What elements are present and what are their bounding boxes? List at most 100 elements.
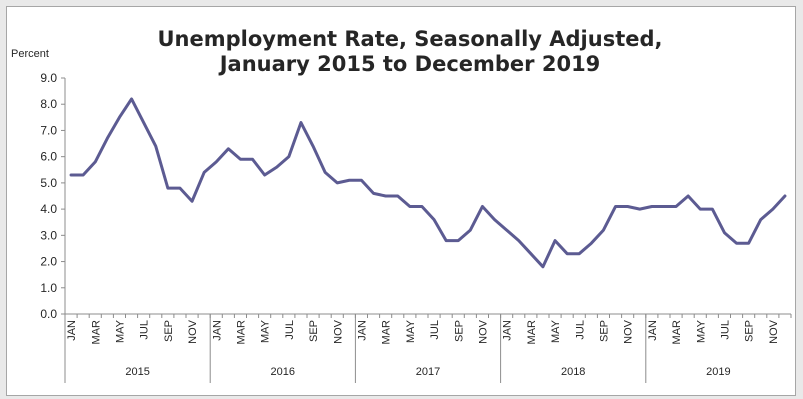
data-point (336, 182, 338, 184)
data-point (215, 161, 217, 163)
y-tick-label: 5.0 (40, 176, 57, 190)
data-point (445, 239, 447, 241)
data-point (118, 116, 120, 118)
chart-title-line-2: January 2015 to December 2019 (218, 52, 601, 76)
data-point (276, 166, 278, 168)
data-point (372, 192, 374, 194)
data-point (227, 148, 229, 150)
data-point (94, 161, 96, 163)
data-point (735, 242, 737, 244)
x-tick-label: MAR (381, 320, 393, 345)
x-tick-label: NOV (768, 319, 780, 344)
x-tick-label: MAY (260, 319, 272, 343)
data-point (433, 218, 435, 220)
axes (61, 77, 792, 383)
x-tick-label: MAY (695, 319, 707, 343)
unemployment-rate-line (69, 97, 787, 269)
x-tick-label: JUL (139, 320, 151, 340)
data-point (711, 208, 713, 210)
data-point (251, 158, 253, 160)
y-tick-label: 4.0 (40, 202, 57, 216)
x-tick-label: JUL (574, 320, 586, 340)
x-tick-label: NOV (332, 319, 344, 344)
data-point (602, 229, 604, 231)
data-point (142, 121, 144, 123)
data-point (384, 195, 386, 197)
y-tick-label: 3.0 (40, 228, 57, 242)
x-tick-label: MAR (671, 320, 683, 345)
x-tick-label: MAY (550, 319, 562, 343)
year-label: 2017 (416, 366, 440, 378)
data-point (518, 239, 520, 241)
data-point (699, 208, 701, 210)
x-tick-label: JUL (429, 320, 441, 340)
x-tick-label: JAN (356, 320, 368, 341)
tick-labels: 0.0 1.0 2.0 3.0 4.0 5.0 6.0 7.0 8.0 9.0 JAN MAR MAY J… (40, 71, 780, 378)
data-point (155, 145, 157, 147)
year-label: 2019 (706, 366, 730, 378)
data-point (348, 179, 350, 181)
data-point (723, 232, 725, 234)
x-tick-label: SEP (453, 320, 465, 342)
data-point (481, 205, 483, 207)
data-point (421, 205, 423, 207)
data-point (747, 242, 749, 244)
year-label: 2018 (561, 366, 585, 378)
x-tick-label: MAR (90, 320, 102, 345)
data-point (167, 187, 169, 189)
data-point (179, 187, 181, 189)
data-point (760, 218, 762, 220)
x-tick-label: MAR (526, 320, 538, 345)
data-point (82, 174, 84, 176)
data-point (626, 205, 628, 207)
data-point (239, 158, 241, 160)
data-point (70, 174, 72, 176)
data-point (288, 155, 290, 157)
data-point (542, 266, 544, 268)
data-point (203, 171, 205, 173)
data-point (554, 239, 556, 241)
x-tick-label: SEP (163, 320, 175, 342)
unemployment-line-chart: Unemployment Rate, Seasonally Adjusted, … (11, 27, 792, 383)
x-tick-label: NOV (187, 319, 199, 344)
data-point (687, 195, 689, 197)
year-label: 2016 (271, 366, 295, 378)
chart-frame: Unemployment Rate, Seasonally Adjusted, … (6, 6, 796, 396)
data-point (675, 205, 677, 207)
y-tick-label: 9.0 (40, 71, 57, 85)
series-layer (69, 97, 787, 269)
x-tick-label: SEP (598, 320, 610, 342)
chart-title-line-1: Unemployment Rate, Seasonally Adjusted, (157, 27, 662, 51)
x-tick-label: MAY (405, 319, 417, 343)
data-point (312, 145, 314, 147)
data-point (191, 200, 193, 202)
data-point (130, 98, 132, 100)
data-point (639, 208, 641, 210)
data-point (578, 252, 580, 254)
data-point (106, 137, 108, 139)
data-point (566, 252, 568, 254)
data-point (300, 121, 302, 123)
data-point (784, 195, 786, 197)
x-tick-label: JAN (647, 320, 659, 341)
data-point (651, 205, 653, 207)
x-tick-label: SEP (744, 320, 756, 342)
data-point (324, 171, 326, 173)
y-tick-label: 2.0 (40, 255, 57, 269)
data-point (263, 174, 265, 176)
x-tick-label: NOV (623, 319, 635, 344)
data-point (590, 242, 592, 244)
x-tick-label: JUL (284, 320, 296, 340)
data-point (360, 179, 362, 181)
data-point (505, 229, 507, 231)
data-point (457, 239, 459, 241)
x-tick-label: JAN (66, 320, 78, 341)
data-point (663, 205, 665, 207)
data-point (614, 205, 616, 207)
data-point (530, 252, 532, 254)
x-tick-label: MAR (235, 320, 247, 345)
data-point (409, 205, 411, 207)
x-tick-label: NOV (477, 319, 489, 344)
year-label: 2015 (125, 366, 149, 378)
x-tick-label: MAY (114, 319, 126, 343)
